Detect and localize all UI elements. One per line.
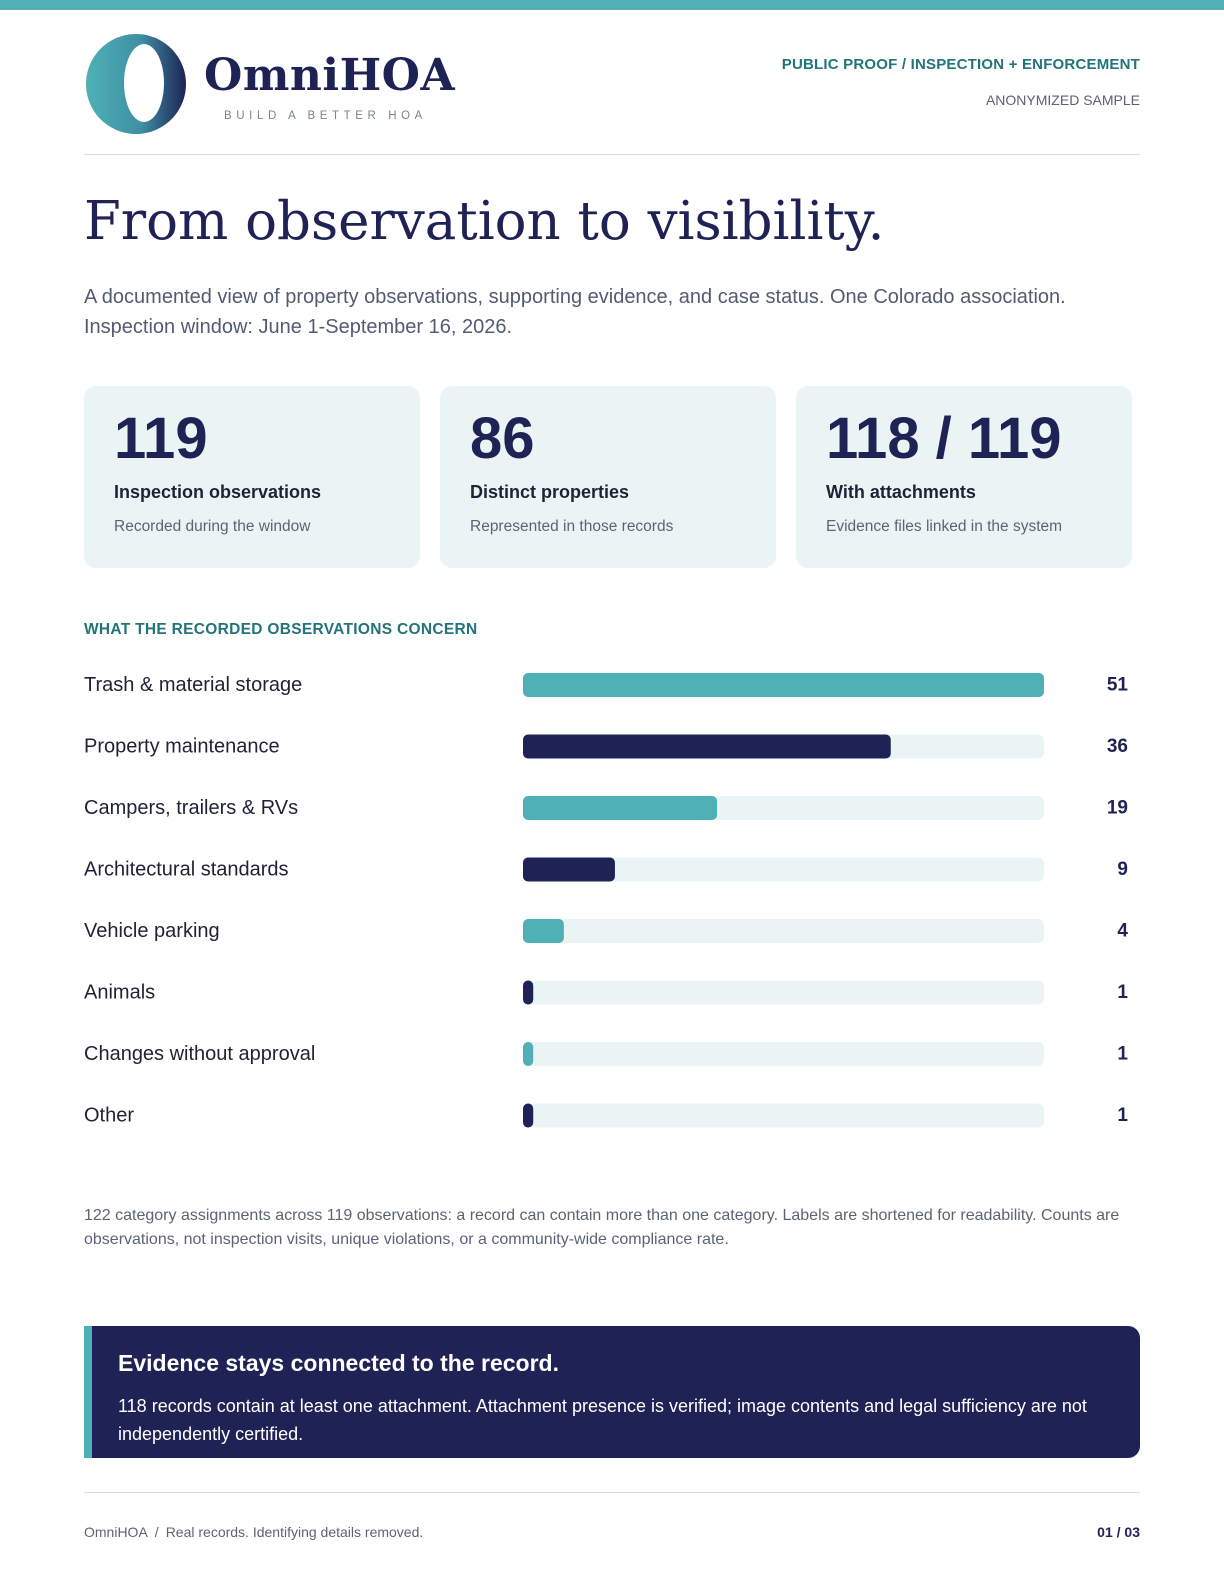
bar-row-changes-without-approval: Changes without approval 1 xyxy=(84,1042,1128,1066)
footer-note: OmniHOA / Real records. Identifying detail… xyxy=(84,1525,423,1539)
category-label: Vehicle parking xyxy=(84,920,220,942)
stat-label: Distinct properties xyxy=(470,482,630,502)
stat-card-attachments: 118 / 119 With attachments Evidence file… xyxy=(796,386,1132,568)
chart-title: WHAT THE RECORDED OBSERVATIONS CONCERN xyxy=(84,621,478,638)
brand-wordmark: OmniHOA xyxy=(204,50,456,101)
page-header: OmniHOA BUILD A BETTER HOA PUBLIC PROOF … xyxy=(84,30,1140,155)
footer-separator: / xyxy=(154,1524,159,1540)
stat-sub: Evidence files linked in the system xyxy=(826,518,1063,535)
bar xyxy=(523,734,891,759)
bar-value-label: 1 xyxy=(1117,982,1128,1003)
stat-value: 118 / 119 xyxy=(826,406,1062,471)
stat-value: 86 xyxy=(470,406,535,471)
category-label: Trash & material storage xyxy=(84,674,302,696)
stat-label: With attachments xyxy=(826,482,976,502)
category-label: Other xyxy=(84,1105,134,1127)
page-footer: OmniHOA / Real records. Identifying detail… xyxy=(84,1492,1140,1539)
bar-track xyxy=(523,1042,1044,1066)
bar xyxy=(523,673,1044,697)
category-label: Changes without approval xyxy=(84,1043,315,1065)
footer-disclaimer: Real records. Identifying details remove… xyxy=(165,1524,424,1540)
page-title: From observation to visibility. xyxy=(84,191,885,252)
bar-value-label: 1 xyxy=(1117,1044,1128,1065)
bar xyxy=(523,796,718,820)
bar xyxy=(523,857,615,882)
page-number: 01 / 03 xyxy=(1097,1524,1140,1540)
intro-paragraph: A documented view of property observatio… xyxy=(84,286,1066,338)
stat-sub: Represented in those records xyxy=(470,518,674,535)
stat-value: 119 xyxy=(114,406,208,471)
bar-value-label: 1 xyxy=(1117,1105,1128,1126)
bar-track xyxy=(523,857,1044,882)
stat-label: Inspection observations xyxy=(114,482,322,502)
bar xyxy=(523,980,534,1005)
omnihoa-logo-icon xyxy=(85,34,186,134)
header-sample-note: ANONYMIZED SAMPLE xyxy=(985,92,1140,108)
stat-sub: Recorded during the window xyxy=(114,518,311,535)
bar xyxy=(523,919,564,943)
category-label: Architectural standards xyxy=(84,859,289,881)
bar xyxy=(523,1103,534,1128)
callout-title: Evidence stays connected to the record. xyxy=(118,1350,559,1376)
bar-value-label: 51 xyxy=(1107,675,1129,696)
chart-footnote: 122 category assignments across 119 obse… xyxy=(84,1207,1120,1248)
top-accent-bar xyxy=(0,0,1224,10)
bar-track xyxy=(523,1103,1044,1128)
bar-value-label: 4 xyxy=(1117,921,1128,942)
bar-value-label: 19 xyxy=(1107,798,1128,819)
evidence-callout: Evidence stays connected to the record. … xyxy=(84,1326,1140,1458)
brand-tagline: BUILD A BETTER HOA xyxy=(224,110,427,122)
stats-row: 119 Inspection observations Recorded dur… xyxy=(84,386,1140,568)
bar-track xyxy=(523,980,1044,1005)
bar-row-trash-material-storage: Trash & material storage 51 xyxy=(84,673,1128,697)
stat-card-observations: 119 Inspection observations Recorded dur… xyxy=(84,386,420,568)
category-label: Campers, trailers & RVs xyxy=(84,797,298,819)
callout-body: 118 records contain at least one attachm… xyxy=(118,1396,1087,1444)
bar-row-property-maintenance: Property maintenance 36 xyxy=(84,734,1128,759)
bar xyxy=(523,1042,534,1066)
callout-accent-bar xyxy=(84,1326,92,1458)
footer-brand: OmniHOA xyxy=(84,1524,148,1540)
bar-row-animals: Animals 1 xyxy=(84,980,1128,1005)
bar-row-vehicle-parking: Vehicle parking 4 xyxy=(84,919,1128,943)
bar-track xyxy=(523,919,1044,943)
header-kicker: PUBLIC PROOF / INSPECTION + ENFORCEMENT xyxy=(781,56,1140,73)
bar-row-campers-trailers-rvs: Campers, trailers & RVs 19 xyxy=(84,796,1128,820)
bar-row-architectural-standards: Architectural standards 9 xyxy=(84,857,1128,882)
bar-row-other: Other 1 xyxy=(84,1103,1128,1128)
bar-value-label: 9 xyxy=(1117,859,1128,880)
category-label: Property maintenance xyxy=(84,736,280,758)
stat-card-properties: 86 Distinct properties Represented in th… xyxy=(440,386,776,568)
bar-value-label: 36 xyxy=(1107,736,1128,757)
category-bar-chart: Trash & material storage 51 Property maint… xyxy=(84,673,1128,1128)
category-label: Animals xyxy=(84,982,155,1004)
